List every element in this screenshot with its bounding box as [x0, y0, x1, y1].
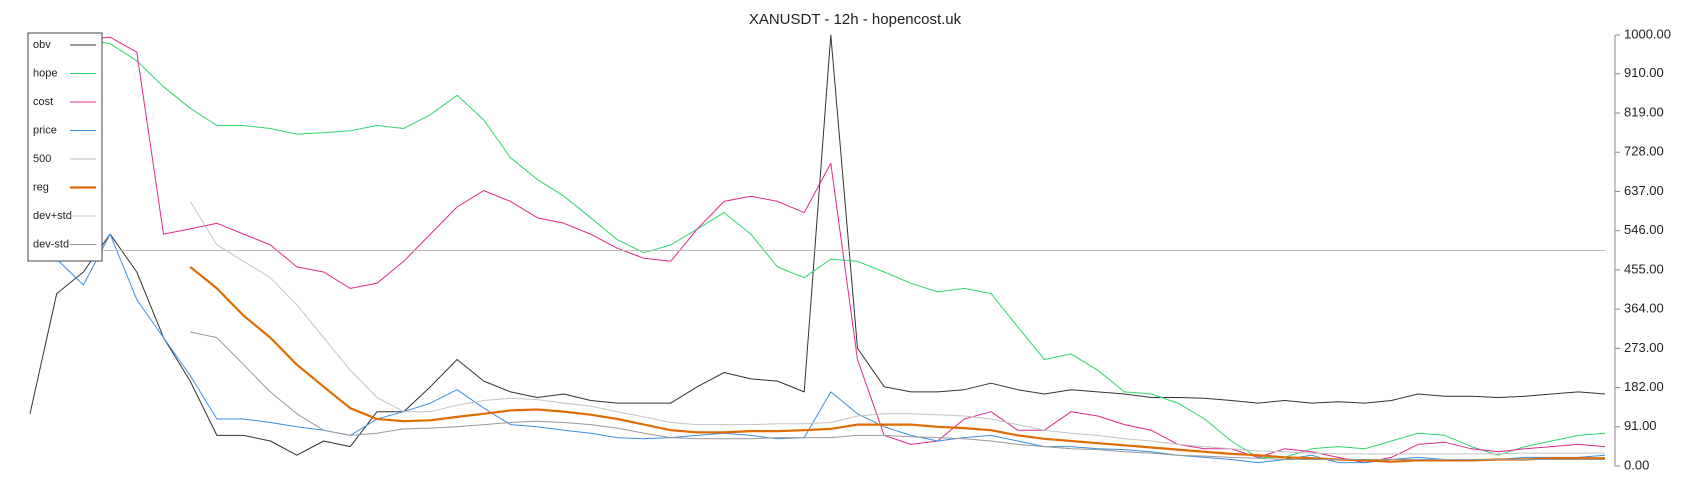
series-line: [190, 331, 1605, 460]
y-tick-label: 91.00: [1624, 418, 1657, 433]
series-line: [29, 36, 1606, 464]
legend-label: cost: [33, 96, 53, 108]
series-line: [189, 201, 1605, 455]
series-line: [29, 38, 1606, 458]
y-tick-label: 910.00: [1624, 65, 1664, 80]
legend-box: [27, 32, 103, 262]
y-tick-label: 819.00: [1624, 104, 1664, 119]
y-tick-label: 0.00: [1624, 457, 1649, 472]
legend-label: dev+std: [33, 210, 72, 222]
series-line: [189, 266, 1605, 463]
y-tick-label: 455.00: [1624, 261, 1664, 276]
y-tick-label: 728.00: [1624, 144, 1664, 159]
series-line: [29, 34, 1606, 456]
series-line: [29, 233, 1606, 464]
y-tick-label: 273.00: [1624, 340, 1664, 355]
y-tick-label: 637.00: [1624, 183, 1664, 198]
chart-title: XANUSDT - 12h - hopencost.uk: [749, 11, 962, 28]
legend-label: reg: [33, 181, 49, 193]
legend-label: obv: [33, 39, 51, 51]
legend-label: 500: [33, 153, 51, 165]
y-tick-label: 546.00: [1624, 222, 1664, 237]
y-tick-label: 364.00: [1624, 301, 1664, 316]
legend-label: dev-std: [33, 238, 69, 250]
y-tick-label: 182.00: [1624, 379, 1664, 394]
y-tick-label: 1000.00: [1624, 26, 1671, 41]
legend-label: price: [33, 124, 57, 136]
legend-label: hope: [33, 67, 57, 79]
